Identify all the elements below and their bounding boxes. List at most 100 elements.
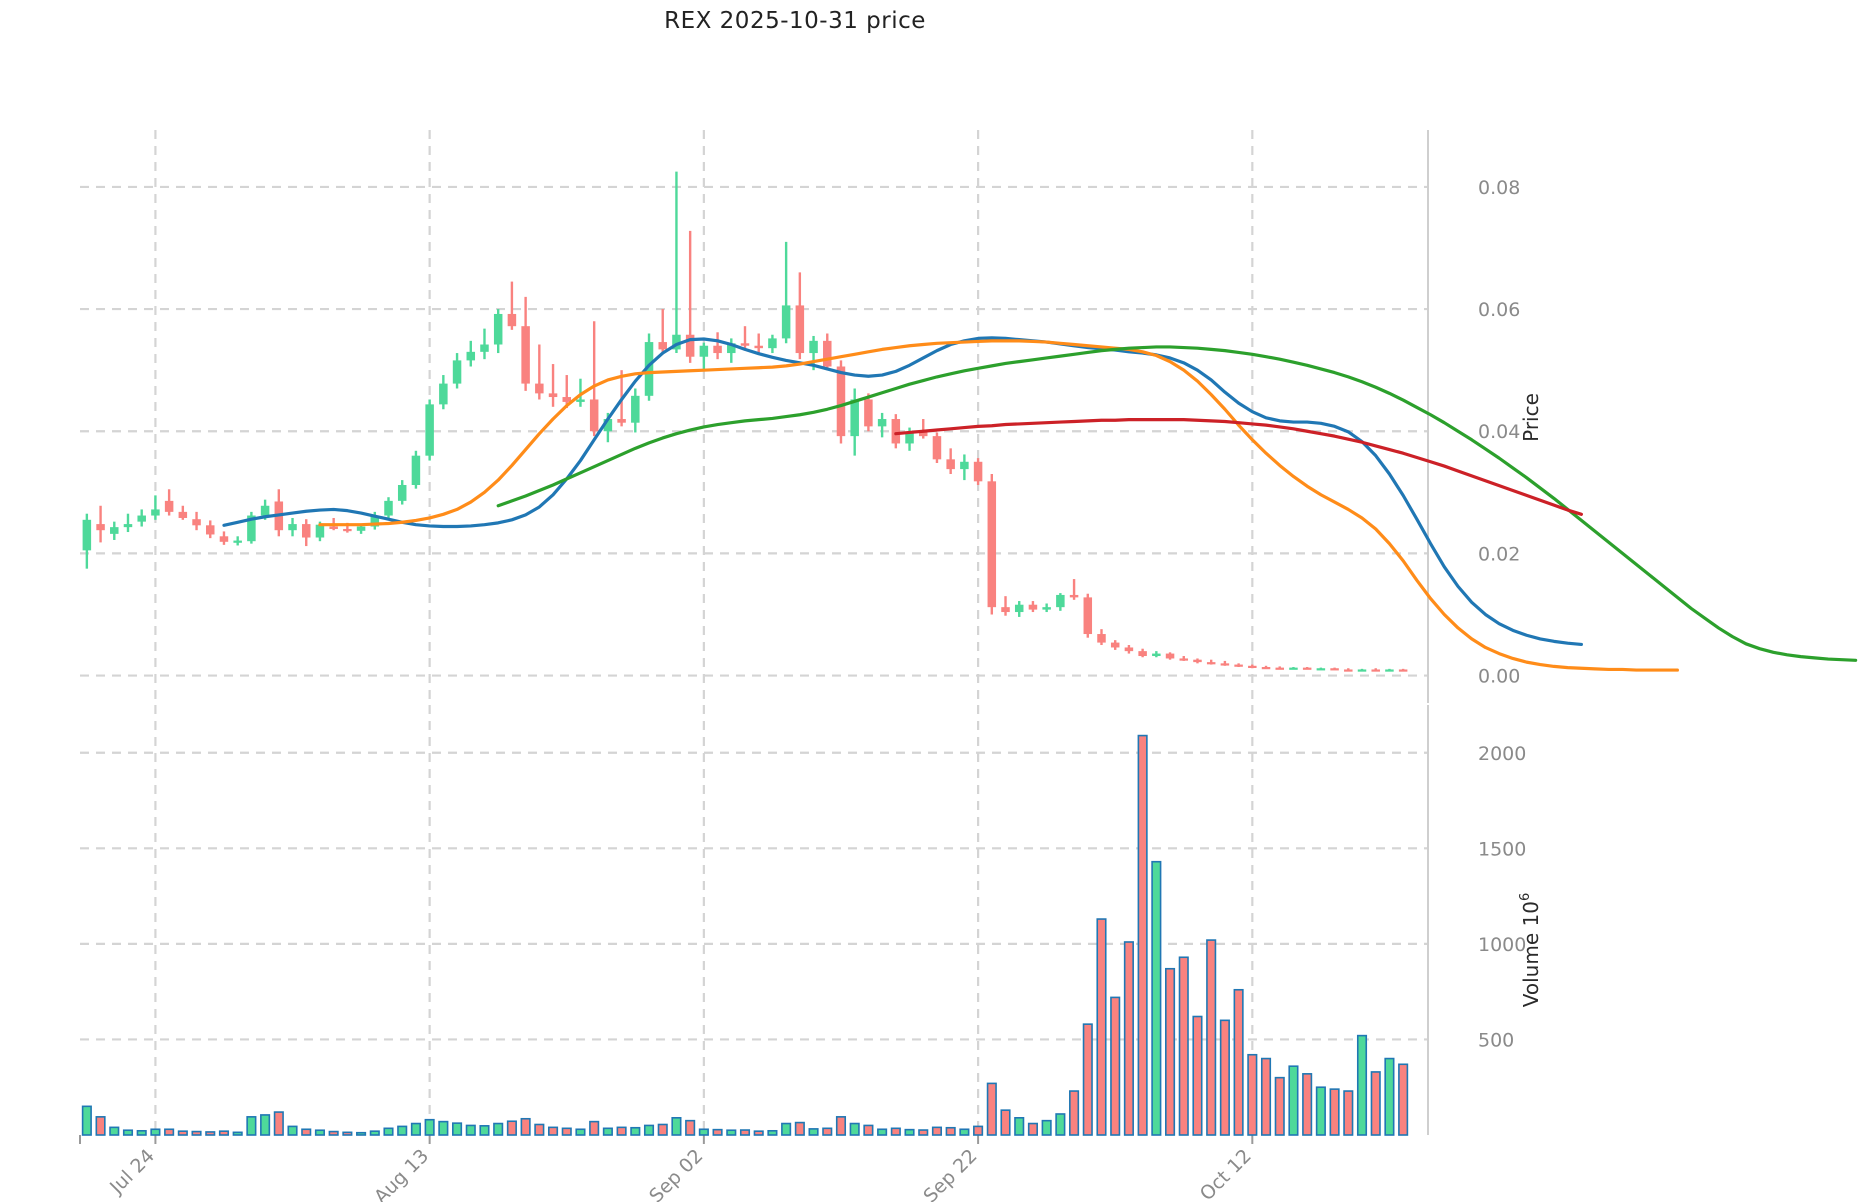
- volume-bar: [643, 1124, 655, 1136]
- volume-bar: [424, 1118, 435, 1136]
- volume-bar: [150, 1128, 161, 1136]
- volume-bar: [808, 1128, 819, 1136]
- volume-tick-label: 500: [1478, 1029, 1514, 1051]
- x-tick-label: Sep 02: [645, 1145, 707, 1202]
- volume-bar: [438, 1120, 449, 1136]
- volume-bar: [918, 1129, 929, 1136]
- volume-bar: [342, 1131, 353, 1136]
- candle-body: [1206, 662, 1216, 665]
- candle-body: [397, 484, 407, 501]
- volume-bar: [794, 1121, 805, 1136]
- volume-bar: [534, 1123, 545, 1136]
- candle-body: [905, 432, 914, 444]
- volume-bar: [205, 1131, 216, 1136]
- candle-body: [329, 526, 338, 529]
- volume-bar: [877, 1128, 888, 1136]
- candle-body: [466, 351, 476, 361]
- volume-bar: [328, 1130, 339, 1136]
- volume-bar: [164, 1128, 175, 1136]
- candle-body: [151, 509, 160, 516]
- candle-body: [1398, 669, 1408, 672]
- candle-body: [850, 399, 859, 437]
- candle-body: [768, 338, 777, 349]
- candle-body: [82, 519, 92, 551]
- volume-bar: [685, 1119, 696, 1136]
- x-tick-label: Sep 22: [919, 1145, 981, 1202]
- candle-body: [411, 455, 421, 485]
- candle-body: [685, 334, 695, 357]
- candle-body: [754, 345, 763, 349]
- volume-bar: [1082, 1023, 1093, 1136]
- candle-body: [740, 343, 750, 346]
- volume-bar: [1315, 1086, 1326, 1136]
- volume-bar: [506, 1120, 517, 1136]
- volume-bar: [1041, 1119, 1052, 1136]
- page-title: REX 2025-10-31 price: [664, 8, 926, 34]
- volume-bar: [1000, 1109, 1011, 1136]
- candle-body: [1344, 669, 1353, 672]
- volume-bar: [630, 1126, 641, 1136]
- volume-bar: [1356, 1034, 1368, 1136]
- candle-body: [370, 515, 380, 527]
- candle-body: [603, 419, 613, 432]
- candle-body: [1357, 669, 1367, 672]
- volume-bar: [547, 1126, 559, 1136]
- price-tick-label: 0.04: [1478, 421, 1520, 443]
- volume-bar: [1274, 1076, 1285, 1136]
- candle-body: [836, 366, 846, 437]
- x-tick-label-group: Jul 24: [105, 1145, 159, 1199]
- volume-axis-exponent: 6: [1518, 893, 1533, 901]
- candle-body: [932, 436, 942, 460]
- volume-bar: [465, 1124, 476, 1136]
- x-tick-label-group: Aug 13: [370, 1145, 433, 1202]
- candle-body: [535, 383, 544, 394]
- candle-body: [507, 313, 517, 327]
- candle-body: [123, 524, 133, 528]
- x-tick-label: Jul 24: [105, 1145, 159, 1199]
- candle-body: [891, 419, 901, 444]
- candle-body: [1179, 658, 1189, 661]
- candle-body: [1097, 634, 1106, 643]
- volume-bar: [1219, 1019, 1230, 1136]
- volume-bar: [177, 1130, 188, 1136]
- candle-body: [315, 524, 325, 538]
- ma-line-ma_mid: [318, 339, 1679, 672]
- candle-body: [178, 511, 188, 518]
- volume-bar: [383, 1127, 394, 1136]
- candle-body: [1289, 667, 1298, 670]
- volume-bar: [931, 1126, 943, 1136]
- volume-bar: [781, 1122, 792, 1136]
- x-tick-label-group: Sep 02: [645, 1145, 707, 1202]
- candle-body: [1371, 669, 1380, 672]
- volume-bar: [1260, 1057, 1272, 1136]
- volume-bar: [835, 1116, 847, 1136]
- candle-body: [1248, 665, 1257, 668]
- candle-body: [644, 342, 654, 396]
- price-tick-label: 0.06: [1478, 299, 1520, 321]
- candle-body: [1193, 659, 1202, 663]
- candle-body: [233, 540, 242, 543]
- volume-series: [81, 734, 1409, 1136]
- candle-body: [260, 505, 270, 516]
- x-tick-label-group: Oct 12: [1196, 1145, 1256, 1202]
- candle-body: [1056, 594, 1065, 608]
- volume-bar: [1069, 1090, 1080, 1136]
- candle-body: [823, 340, 832, 367]
- volume-tick-label: 2000: [1478, 743, 1526, 765]
- candle-body: [493, 313, 503, 345]
- candle-body: [1042, 607, 1051, 610]
- candle-body: [137, 515, 146, 522]
- volume-bar: [753, 1130, 764, 1136]
- volume-bar: [122, 1129, 134, 1136]
- candle-body: [343, 528, 352, 532]
- volume-bar: [945, 1126, 956, 1136]
- candle-body: [1152, 653, 1161, 657]
- volume-bar: [959, 1128, 970, 1136]
- candle-body: [1275, 667, 1284, 670]
- volume-bar: [698, 1128, 709, 1136]
- volume-bar: [1137, 734, 1148, 1136]
- volume-bar: [616, 1126, 627, 1136]
- volume-bar: [1233, 988, 1244, 1136]
- volume-bar: [369, 1130, 380, 1136]
